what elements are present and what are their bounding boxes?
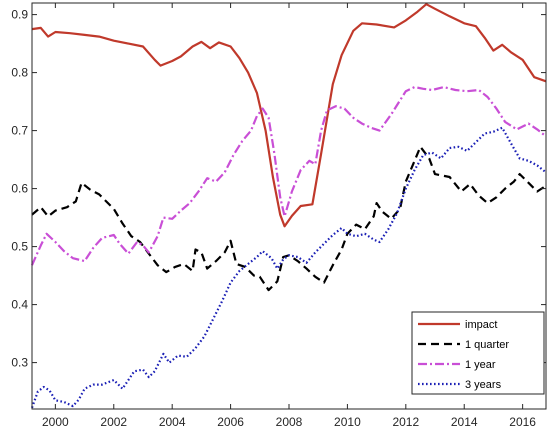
series-line-2 xyxy=(30,86,547,266)
y-tick-label: 0.4 xyxy=(11,298,28,312)
axis-layer: 2000 2002 2004 2006 2008 2010 2012 2014 2016 0.3 0… xyxy=(11,3,546,429)
y-tick-label: 0.3 xyxy=(11,356,28,370)
y-tick-label: 0.7 xyxy=(11,124,28,138)
x-tick-label: 2004 xyxy=(159,415,186,429)
x-tick-label: 2014 xyxy=(451,415,478,429)
y-tick-label: 0.8 xyxy=(11,66,28,80)
y-tick-label: 0.9 xyxy=(11,8,28,22)
legend-label-2: 1 year xyxy=(465,359,496,371)
legend-label-3: 3 years xyxy=(465,379,502,391)
y-tick-label: 0.5 xyxy=(11,240,28,254)
x-tick-label: 2012 xyxy=(392,415,419,429)
series-line-3 xyxy=(30,126,547,409)
x-tick-label: 2000 xyxy=(42,415,69,429)
legend-label-0: impact xyxy=(465,319,497,331)
legend-box xyxy=(411,311,545,395)
x-tick-label: 2002 xyxy=(100,415,127,429)
x-tick-label: 2016 xyxy=(509,415,536,429)
x-tick-label: 2006 xyxy=(217,415,244,429)
x-tick-label: 2008 xyxy=(276,415,303,429)
legend-label-1: 1 quarter xyxy=(465,339,509,351)
y-tick-label: 0.6 xyxy=(11,182,28,196)
x-tick-label: 2010 xyxy=(334,415,361,429)
legend: impact 1 quarter 1 year 3 years xyxy=(411,311,545,395)
series-layer xyxy=(30,3,547,409)
series-line-0 xyxy=(31,3,547,228)
series-line-1 xyxy=(31,145,547,292)
